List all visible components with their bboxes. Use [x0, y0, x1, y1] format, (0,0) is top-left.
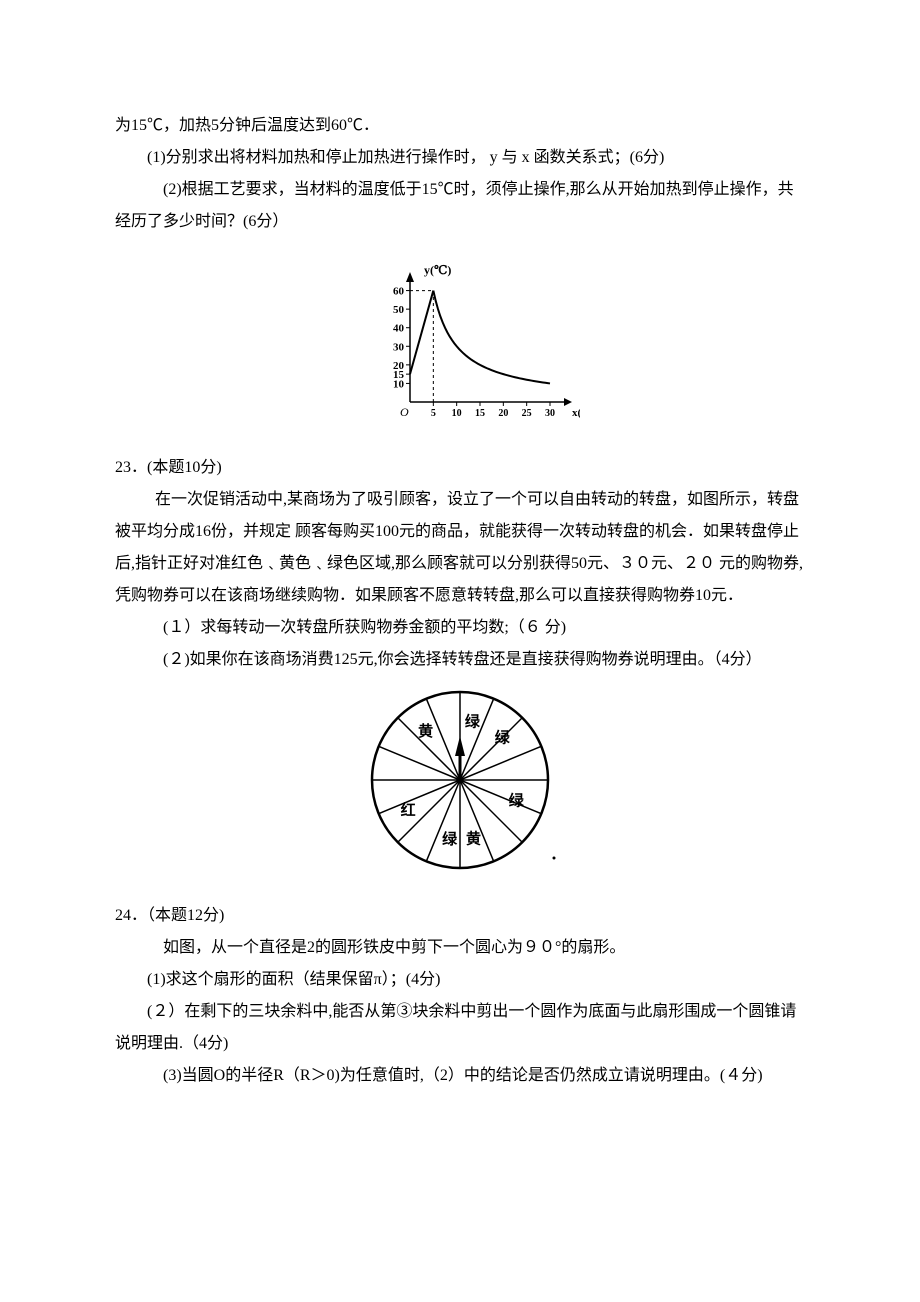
q24-part1: (1)求这个扇形的面积（结果保留π）；(4分)	[115, 964, 805, 996]
svg-text:绿: 绿	[465, 712, 481, 730]
svg-text:y(℃): y(℃)	[424, 263, 451, 277]
q22-chart: 6050403020151051015202530Oy(℃)x(min)	[115, 242, 805, 444]
q24-part3: (3)当圆O的半径R（R＞0)为任意值时,（2）中的结论是否仍然成立请说明理由。…	[115, 1060, 805, 1092]
svg-text:红: 红	[401, 801, 416, 819]
svg-text:40: 40	[393, 323, 405, 335]
svg-text:10: 10	[452, 408, 462, 419]
q23-wheel: 绿绿黄绿红绿黄	[115, 680, 805, 892]
svg-text:50: 50	[393, 304, 405, 316]
page: 为15℃，加热5分钟后温度达到60℃． (1)分别求出将材料加热和停止加热进行操…	[0, 0, 920, 1302]
svg-text:黄: 黄	[418, 722, 433, 740]
svg-text:绿: 绿	[442, 830, 458, 848]
svg-text:25: 25	[522, 408, 532, 419]
q24-part2: (２）在剩下的三块余料中,能否从第③块余料中剪出一个圆作为底面与此扇形围成一个圆…	[115, 996, 805, 1060]
q23-head: 23．(本题10分)	[115, 452, 805, 484]
q22-part2: (2)根据工艺要求，当材料的温度低于15℃时，须停止操作,那么从开始加热到停止操…	[115, 174, 805, 238]
svg-text:x(min): x(min)	[572, 407, 580, 419]
svg-text:30: 30	[393, 341, 405, 353]
svg-text:黄: 黄	[466, 829, 481, 847]
q23-part1: (１）求每转动一次转盘所获购物券金额的平均数;（６ 分)	[115, 612, 805, 644]
q22-cont: 为15℃，加热5分钟后温度达到60℃．	[115, 110, 805, 142]
q24-head: 24．（本题12分)	[115, 900, 805, 932]
svg-text:60: 60	[393, 286, 405, 298]
svg-text:5: 5	[431, 408, 436, 419]
svg-text:10: 10	[393, 378, 405, 390]
svg-text:30: 30	[545, 408, 555, 419]
svg-text:15: 15	[475, 408, 485, 419]
svg-text:20: 20	[498, 408, 508, 419]
q24-body: 如图，从一个直径是2的圆形铁皮中剪下一个圆心为９０°的扇形。	[115, 932, 805, 964]
q22-part1: (1)分别求出将材料加热和停止加热进行操作时， y 与 x 函数关系式；(6分)	[115, 142, 805, 174]
q23-body: 在一次促销活动中,某商场为了吸引顾客，设立了一个可以自由转动的转盘，如图所示，转…	[115, 484, 805, 612]
q23-part2: (２)如果你在该商场消费125元,你会选择转转盘还是直接获得购物券说明理由。（4…	[115, 644, 805, 676]
svg-text:绿: 绿	[509, 791, 525, 809]
svg-text:绿: 绿	[495, 729, 511, 747]
svg-text:O: O	[400, 405, 409, 419]
